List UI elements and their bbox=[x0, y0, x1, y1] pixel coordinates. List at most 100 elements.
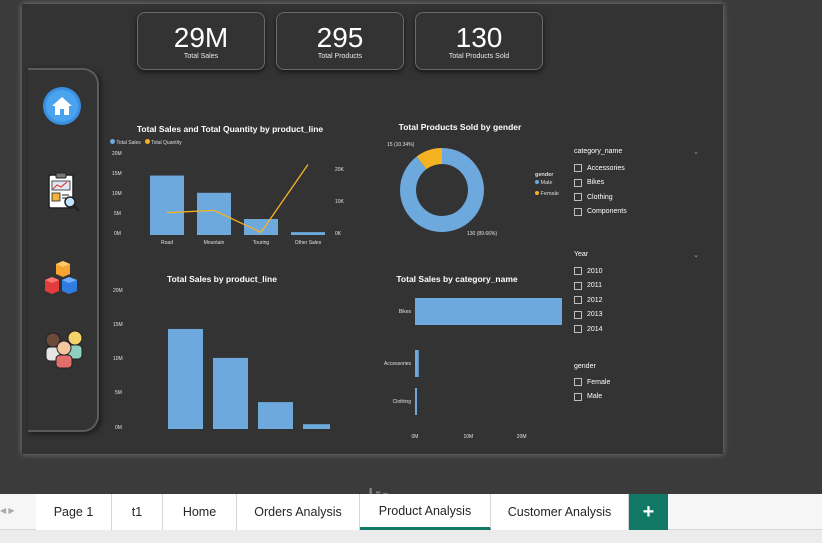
donut-label-male: 130 (89.66%) bbox=[467, 231, 498, 237]
tab-product-analysis[interactable]: Product Analysis bbox=[360, 494, 491, 530]
y-tick-label: Accessories bbox=[384, 361, 411, 367]
slicer-option-2014[interactable]: 2014 bbox=[574, 322, 699, 337]
legend-item-female[interactable]: Female bbox=[535, 191, 559, 197]
sales-bar bbox=[244, 219, 278, 235]
slicer-option-male[interactable]: Male bbox=[574, 390, 699, 405]
slicer-option-female[interactable]: Female bbox=[574, 375, 699, 390]
slicer-title: category_name bbox=[574, 148, 623, 155]
slicer-option-clothing[interactable]: Clothing bbox=[574, 190, 699, 205]
tab-scroll-arrows[interactable]: ◀ ▶ bbox=[0, 506, 15, 515]
y-tick: 0M bbox=[115, 425, 122, 431]
bar bbox=[258, 402, 293, 429]
donut-legend: gender Male Female bbox=[535, 172, 559, 197]
donut-slice-male bbox=[400, 148, 484, 232]
bar-chart-title: Total Sales by product_line bbox=[167, 274, 277, 284]
chevron-down-icon[interactable]: ⌄ bbox=[693, 252, 699, 259]
combo-chart-legend: Total Sales Total Quantity bbox=[110, 139, 182, 146]
hbar-chart-title: Total Sales by category_name bbox=[396, 274, 518, 284]
sales-bar bbox=[150, 175, 184, 235]
nav-report-button[interactable] bbox=[40, 170, 84, 214]
y2-tick: 20K bbox=[335, 167, 344, 173]
customers-icon bbox=[45, 330, 83, 369]
hbar-chart: BikesAccessoriesClothing0M10M20M30M bbox=[384, 298, 562, 438]
slicer-option-2010[interactable]: 2010 bbox=[574, 264, 699, 279]
slicer-option-accessories[interactable]: Accessories bbox=[574, 161, 699, 176]
tab-customer-analysis[interactable]: Customer Analysis bbox=[491, 494, 629, 530]
tab-home[interactable]: Home bbox=[163, 494, 237, 530]
slicer-option-2013[interactable]: 2013 bbox=[574, 308, 699, 323]
y-tick: 0M bbox=[114, 231, 121, 237]
x-tick-label: 0M bbox=[412, 434, 419, 438]
kpi-total-sales[interactable]: 29M Total Sales bbox=[137, 12, 265, 70]
quantity-line bbox=[166, 164, 309, 234]
donut-chart-title: Total Products Sold by gender bbox=[398, 122, 522, 132]
y-tick: 10M bbox=[112, 191, 122, 197]
chevron-down-icon[interactable]: ⌄ bbox=[693, 149, 699, 156]
page-tab-bar: ◀ ▶ Page 1 t1 Home Orders Analysis Produ… bbox=[0, 494, 822, 543]
bar-chart bbox=[168, 328, 330, 429]
hbar bbox=[415, 298, 562, 325]
y-tick: 15M bbox=[112, 171, 122, 177]
combo-chart: Road Mountain Touring Other Sales bbox=[150, 164, 325, 246]
tab-t1[interactable]: t1 bbox=[112, 494, 163, 530]
bar bbox=[213, 357, 248, 429]
kpi-value: 130 bbox=[455, 22, 503, 53]
slicer-gender: gender Female Male bbox=[574, 363, 699, 404]
x-tick-label: Mountain bbox=[204, 240, 225, 246]
y2-tick: 10K bbox=[335, 199, 344, 205]
slicer-option-bikes[interactable]: Bikes bbox=[574, 176, 699, 191]
kpi-label: Total Products bbox=[317, 53, 363, 60]
slicer-option-2011[interactable]: 2011 bbox=[574, 279, 699, 294]
tab-orders-analysis[interactable]: Orders Analysis bbox=[237, 494, 360, 530]
product-cubes-icon bbox=[45, 261, 77, 294]
donut-slice-female bbox=[416, 148, 443, 170]
combo-chart-title: Total Sales and Total Quantity by produc… bbox=[136, 124, 324, 134]
status-strip bbox=[0, 530, 822, 543]
donut-label-female: 15 (10.34%) bbox=[387, 142, 415, 148]
hbar bbox=[415, 350, 419, 377]
kpi-label: Total Products Sold bbox=[448, 53, 510, 60]
y2-tick: 0K bbox=[335, 231, 342, 237]
slicer-title: gender bbox=[574, 363, 596, 370]
y-tick: 5M bbox=[114, 211, 121, 217]
bar bbox=[303, 424, 330, 429]
y-tick-label: Bikes bbox=[399, 309, 412, 315]
kpi-label: Total Sales bbox=[183, 53, 219, 60]
nav-products-button[interactable] bbox=[40, 256, 84, 300]
slicer-option-2012[interactable]: 2012 bbox=[574, 293, 699, 308]
report-icon bbox=[48, 172, 80, 212]
x-tick-label: 10M bbox=[463, 434, 473, 438]
legend-item-male[interactable]: Male bbox=[535, 180, 559, 186]
side-nav bbox=[28, 68, 99, 432]
kpi-value: 29M bbox=[173, 22, 229, 53]
y-tick: 15M bbox=[113, 322, 123, 328]
tab-strip: ◀ ▶ Page 1 t1 Home Orders Analysis Produ… bbox=[0, 494, 822, 530]
sales-bar bbox=[197, 192, 231, 235]
x-tick-label: 20M bbox=[517, 434, 527, 438]
legend-item-total-sales: Total Sales bbox=[110, 139, 141, 146]
kpi-total-products[interactable]: 295 Total Products bbox=[276, 12, 404, 70]
home-icon bbox=[43, 87, 81, 125]
donut-chart bbox=[400, 148, 484, 232]
nav-home-button[interactable] bbox=[40, 84, 84, 128]
x-tick-label: Touring bbox=[253, 240, 270, 246]
y-tick: 10M bbox=[113, 356, 123, 362]
y-tick-label: Clothing bbox=[393, 399, 412, 405]
legend-item-total-quantity: Total Quantity bbox=[144, 139, 182, 146]
y-tick: 5M bbox=[115, 390, 122, 396]
bar bbox=[168, 328, 203, 429]
slicer-year: Year ⌄ 2010 2011 2012 2013 2014 bbox=[574, 251, 699, 337]
report-canvas: 29M Total Sales 295 Total Products 130 T… bbox=[22, 4, 723, 454]
slicer-title: Year bbox=[574, 251, 589, 258]
add-page-button[interactable]: + bbox=[629, 494, 668, 530]
tab-page-1[interactable]: Page 1 bbox=[36, 494, 112, 530]
kpi-value: 295 bbox=[316, 22, 364, 53]
sales-bar bbox=[291, 232, 325, 235]
slicer-option-components[interactable]: Components bbox=[574, 205, 699, 220]
kpi-total-products-sold[interactable]: 130 Total Products Sold bbox=[415, 12, 543, 70]
hbar bbox=[415, 388, 417, 415]
slicer-category: category_name ⌄ Accessories Bikes Clothin… bbox=[574, 148, 699, 219]
x-tick-label: Road bbox=[161, 240, 173, 246]
y-tick: 20M bbox=[112, 151, 122, 157]
nav-customers-button[interactable] bbox=[40, 324, 84, 369]
